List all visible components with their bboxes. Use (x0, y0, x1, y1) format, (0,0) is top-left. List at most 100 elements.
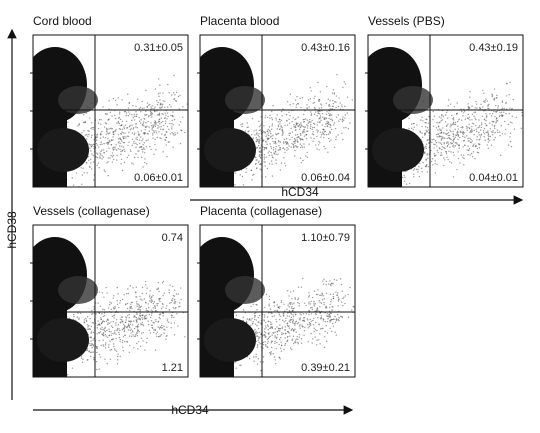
event-dot (277, 125, 280, 128)
event-dot (105, 342, 107, 344)
event-dot (294, 149, 296, 152)
event-dot (155, 333, 157, 335)
event-dot (405, 183, 408, 185)
event-dot (271, 154, 273, 156)
event-dot (274, 362, 277, 365)
event-dot (275, 133, 277, 135)
event-dot (475, 128, 477, 130)
event-dot (123, 294, 125, 296)
event-dot (509, 81, 511, 84)
event-dot (266, 137, 269, 140)
event-dot (182, 106, 184, 108)
event-dot (471, 122, 474, 124)
event-dot (320, 119, 322, 121)
event-dot (499, 134, 501, 137)
event-dot (142, 166, 144, 168)
event-dot (138, 306, 140, 308)
event-dot (334, 315, 336, 318)
event-dot (452, 140, 454, 142)
event-dot (335, 95, 338, 97)
event-dot (171, 132, 173, 134)
event-dot (468, 149, 470, 151)
event-dot (503, 107, 505, 110)
event-dot (108, 330, 111, 333)
event-dot (300, 342, 303, 344)
event-dot (282, 147, 285, 149)
event-dot (288, 306, 290, 308)
event-dot (451, 142, 453, 145)
event-dot (253, 130, 255, 132)
event-dot (81, 174, 84, 176)
event-dot (463, 157, 465, 160)
event-dot (475, 145, 477, 147)
event-dot (303, 135, 306, 137)
event-dot (176, 313, 178, 315)
event-dot (268, 150, 270, 152)
event-dot (116, 159, 118, 161)
event-dot (312, 319, 314, 322)
event-dot (273, 301, 276, 304)
event-dot (72, 313, 75, 316)
event-dot (131, 119, 133, 122)
event-dot (271, 315, 274, 318)
event-dot (283, 138, 286, 141)
event-dot (270, 145, 272, 148)
event-dot (175, 99, 177, 102)
event-dot (159, 92, 161, 94)
event-dot (427, 157, 429, 159)
event-dot (468, 123, 470, 125)
event-dot (174, 132, 176, 134)
event-dot (311, 296, 314, 299)
event-dot (253, 316, 256, 318)
event-dot (136, 335, 139, 337)
event-dot (270, 132, 272, 135)
event-dot (306, 104, 308, 106)
event-dot (110, 302, 113, 304)
event-dot (140, 146, 142, 148)
event-dot (86, 328, 89, 330)
event-dot (254, 315, 256, 317)
event-dot (81, 132, 83, 134)
event-dot (102, 344, 104, 346)
event-dot (129, 320, 131, 323)
event-dot (88, 143, 90, 145)
event-dot (313, 97, 315, 100)
event-dot (141, 100, 143, 103)
event-dot (450, 162, 453, 164)
event-dot (255, 140, 257, 142)
event-dot (168, 92, 170, 94)
event-dot (275, 138, 277, 140)
event-dot (318, 149, 320, 151)
event-dot (510, 145, 513, 148)
event-dot (77, 312, 79, 314)
event-dot (338, 317, 340, 319)
event-dot (456, 132, 458, 134)
event-dot (341, 104, 343, 106)
event-dot (136, 313, 138, 316)
event-dot (89, 344, 91, 347)
event-dot (302, 325, 304, 328)
event-dot (333, 122, 336, 124)
event-dot (509, 136, 511, 138)
event-dot (309, 303, 312, 305)
event-dot (158, 120, 161, 123)
event-dot (122, 339, 124, 342)
event-dot (342, 119, 345, 122)
event-dot (122, 137, 125, 140)
event-dot (256, 344, 259, 346)
event-dot (258, 163, 261, 165)
event-dot (166, 118, 168, 120)
event-dot (286, 149, 288, 151)
event-dot (288, 327, 291, 329)
event-dot (247, 126, 249, 128)
event-dot (124, 334, 126, 337)
event-dot (310, 114, 312, 117)
event-dot (152, 303, 155, 305)
event-dot (291, 136, 293, 139)
event-dot (166, 155, 168, 158)
event-dot (481, 115, 484, 117)
event-dot (130, 303, 132, 305)
event-dot (459, 136, 461, 139)
event-dot (292, 321, 294, 323)
event-dot (294, 314, 297, 316)
